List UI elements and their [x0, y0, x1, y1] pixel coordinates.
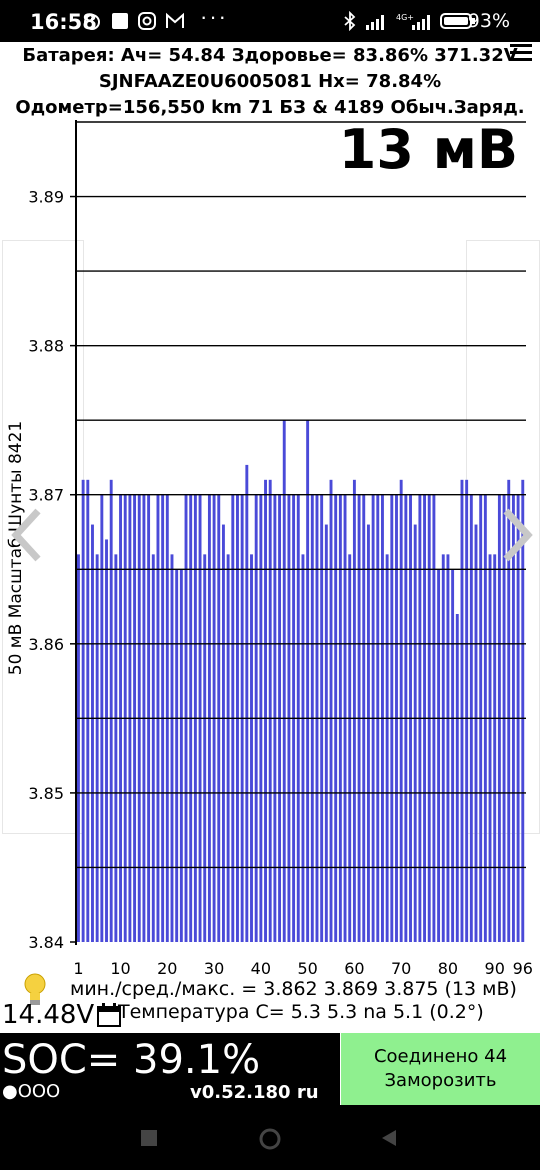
bar-cell-3 — [86, 479, 90, 942]
bar-cell-17 — [151, 554, 155, 942]
y-tick-label: 3.86 — [28, 635, 64, 654]
bar-cell-67 — [385, 554, 389, 942]
bar-cell-90 — [493, 554, 497, 942]
y-tick-label: 3.85 — [28, 784, 64, 803]
bar-cell-54 — [324, 524, 328, 942]
soc-value: SOC= 39.1% — [2, 1037, 261, 1083]
bar-cell-33 — [226, 554, 230, 942]
grid-lines — [77, 121, 526, 869]
bar-cell-22 — [175, 569, 179, 942]
y-tick-label: 3.89 — [28, 188, 64, 207]
bar-cell-83 — [460, 479, 464, 942]
x-tick-label: 1 — [73, 959, 83, 978]
previous-arrow-icon[interactable] — [8, 505, 48, 565]
y-tick-label: 3.84 — [28, 933, 64, 952]
x-tick-label: 20 — [157, 959, 177, 978]
bar-cell-38 — [250, 554, 253, 942]
svg-text:4G+: 4G+ — [396, 13, 414, 22]
x-tick-label: 96 — [513, 959, 533, 978]
x-tick-label: 80 — [438, 959, 458, 978]
y-axis-ticks: 3.84 3.85 3.86 3.87 3.88 3.89 — [28, 188, 76, 952]
bar-cell-1 — [77, 554, 80, 942]
bar-cell-89 — [488, 554, 492, 942]
bar-cell-5 — [95, 554, 99, 942]
app-version: v0.52.180 ru — [190, 1082, 319, 1103]
signal-icon — [366, 15, 384, 30]
y-tick-label: 3.88 — [28, 337, 64, 356]
bar-cell-70 — [399, 479, 403, 942]
x-tick-label: 10 — [110, 959, 130, 978]
bar-cell-80 — [446, 554, 450, 942]
bar-cell-60 — [352, 479, 356, 942]
x-tick-label: 90 — [485, 959, 505, 978]
status-bar: 16:58 ··· 4G+ 93% — [0, 0, 540, 42]
y-tick-label: 3.87 — [28, 486, 64, 505]
bar-cell-84 — [465, 479, 469, 942]
navigation-bar — [0, 1105, 540, 1170]
header-battery-line: Батарея: Ач= 54.84 Здоровье= 83.86% 371.… — [22, 45, 518, 66]
soc-panel: SOC= 39.1% ●OOO v0.52.180 ru — [0, 1033, 340, 1105]
connect-status: Соединено 44 — [373, 1046, 508, 1067]
recents-icon[interactable] — [138, 1127, 160, 1149]
bar-cell-93 — [507, 479, 511, 942]
x-axis-ticks: 1 10 20 30 40 50 60 70 80 90 96 — [73, 959, 533, 978]
bar-cell-55 — [329, 479, 333, 942]
bar-cell-9 — [114, 554, 118, 942]
back-icon[interactable] — [378, 1127, 400, 1149]
4g-signal-icon: 4G+ — [396, 13, 430, 30]
battery-percent: 93% — [467, 10, 510, 32]
more-icon: ··· — [200, 4, 228, 29]
temperature-readout: Температура С= 5.3 5.3 na 5.1 (0.2°) — [118, 1001, 484, 1023]
x-tick-label: 50 — [297, 959, 317, 978]
voltage-stats: мин./сред./макс. = 3.862 3.869 3.875 (13… — [70, 978, 517, 1000]
bar-cell-37 — [245, 464, 249, 942]
bar-cell-82 — [455, 614, 459, 942]
bar-cell-49 — [301, 554, 305, 942]
bar-cell-28 — [203, 554, 207, 942]
bar-cell-2 — [81, 479, 85, 942]
cell-voltage-chart: 3.84 3.85 3.86 3.87 3.88 3.89 1 10 20 30 40 50 60 70… — [28, 120, 533, 978]
bar-cell-96 — [521, 479, 525, 942]
x-tick-label: 40 — [251, 959, 271, 978]
x-tick-label: 30 — [204, 959, 224, 978]
header-odometer-line: Одометр=156,550 km 71 БЗ & 4189 Обыч.Зар… — [15, 97, 525, 118]
connection-dots: ●OOO — [2, 1081, 61, 1102]
freeze-label: Заморозить — [384, 1070, 497, 1091]
gmail-icon — [166, 12, 184, 28]
bar-cell-8 — [109, 479, 113, 942]
calendar-icon[interactable] — [96, 1002, 122, 1028]
pack-voltage: 14.48V — [2, 1000, 95, 1030]
x-tick-label: 70 — [391, 959, 411, 978]
next-arrow-icon[interactable] — [496, 505, 536, 565]
bar-cell-81 — [451, 569, 455, 942]
bar-cell-7 — [105, 539, 108, 942]
bar-cell-86 — [474, 524, 478, 942]
lightbulb-icon[interactable] — [22, 972, 48, 1006]
bar-cell-50 — [306, 420, 310, 942]
instagram-icon — [138, 12, 156, 30]
menu-icon[interactable] — [510, 44, 532, 64]
bar-cell-21 — [170, 554, 174, 942]
bar-cell-73 — [413, 524, 417, 942]
chart-bars — [77, 420, 525, 942]
spread-label: 13 мВ — [338, 118, 518, 181]
battery-icon — [440, 13, 475, 29]
bar-cell-59 — [348, 554, 352, 942]
header-vin-line: SJNFAAZE0U6005081 Hx= 78.84% — [98, 71, 442, 92]
bar-cell-23 — [179, 569, 183, 942]
square-icon — [112, 13, 128, 29]
bar-cell-4 — [91, 524, 94, 942]
bluetooth-icon — [344, 11, 356, 31]
x-tick-label: 60 — [344, 959, 364, 978]
bar-cell-42 — [268, 479, 272, 942]
bar-cell-78 — [437, 569, 441, 942]
bar-cell-41 — [264, 479, 267, 942]
alarm-icon — [84, 14, 100, 30]
bar-cell-45 — [282, 420, 286, 942]
bar-cell-32 — [221, 524, 225, 942]
bar-cell-79 — [441, 554, 445, 942]
bar-cell-63 — [366, 524, 370, 942]
connect-freeze-button[interactable]: Соединено 44 Заморозить — [341, 1033, 540, 1105]
home-icon[interactable] — [258, 1127, 282, 1151]
